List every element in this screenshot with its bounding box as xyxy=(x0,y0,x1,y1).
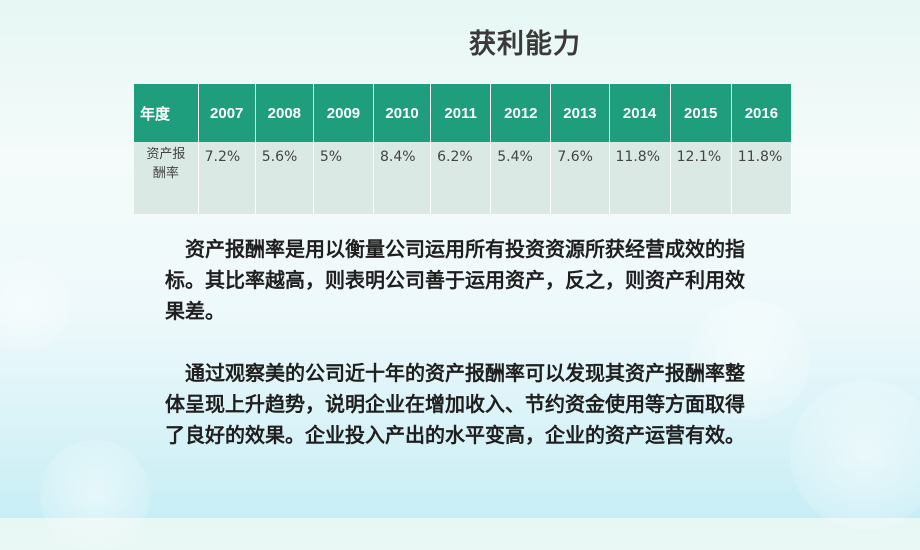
table-cell: 11.8% xyxy=(609,142,671,214)
page-title: 获利能力 xyxy=(469,29,581,60)
header-year: 2014 xyxy=(609,84,671,142)
table-cell: 5% xyxy=(313,142,375,214)
header-year: 2009 xyxy=(313,84,375,142)
profitability-table: 年度 2007 2008 2009 2010 2011 2012 2013 20… xyxy=(134,84,793,214)
definition-paragraph: 资产报酬率是用以衡量公司运用所有投资资源所获经营成效的指标。其比率越高，则表明公… xyxy=(165,237,745,323)
background-bokeh xyxy=(0,260,70,350)
header-year: 2012 xyxy=(490,84,552,142)
table-cell: 12.1% xyxy=(670,142,732,214)
table-cell: 5.6% xyxy=(255,142,314,214)
background-bokeh xyxy=(40,440,150,550)
table-cell: 7.2% xyxy=(198,142,256,214)
header-year: 2008 xyxy=(255,84,314,142)
header-year-label: 年度 xyxy=(134,84,199,142)
table-cell: 6.2% xyxy=(430,142,492,214)
table-row: 资产报酬率 7.2% 5.6% 5% 8.4% 6.2% 5.4% 7.6% 1… xyxy=(134,142,793,214)
header-year: 2013 xyxy=(550,84,610,142)
table-header-row: 年度 2007 2008 2009 2010 2011 2012 2013 20… xyxy=(134,84,793,142)
header-year: 2011 xyxy=(430,84,492,142)
table-cell: 8.4% xyxy=(373,142,432,214)
table-cell: 7.6% xyxy=(550,142,610,214)
header-year: 2007 xyxy=(198,84,256,142)
background-bokeh xyxy=(790,380,920,530)
header-year: 2016 xyxy=(731,84,793,142)
header-year: 2015 xyxy=(670,84,732,142)
analysis-paragraph: 通过观察美的公司近十年的资产报酬率可以发现其资产报酬率整体呈现上升趋势，说明企业… xyxy=(165,361,745,447)
header-year: 2010 xyxy=(373,84,432,142)
table-cell: 5.4% xyxy=(490,142,552,214)
table-cell: 11.8% xyxy=(731,142,793,214)
row-label: 资产报酬率 xyxy=(134,142,199,214)
